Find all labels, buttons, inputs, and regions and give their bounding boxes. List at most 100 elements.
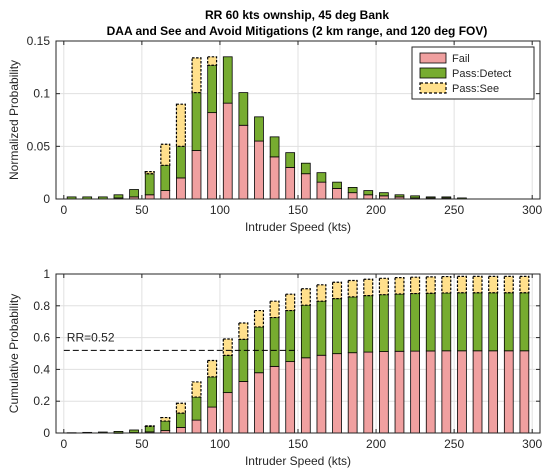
bar-pass-detect — [472, 292, 483, 352]
bar-fail — [207, 406, 217, 434]
bar-pass-detect — [379, 294, 389, 352]
bar-pass-see — [472, 275, 483, 294]
normalized-probability-chart: 0 50 100 150 200 250 300 0 0.05 0.1 0.15 Intruder S… — [7, 34, 543, 234]
cumulative-probability-chart: RR=0.52 0 50 100 150 200 250 300 0 0.2 0.4 0.6 0.8 1 I… — [7, 267, 543, 468]
bar-fail — [457, 350, 467, 434]
bar-pass-detect — [332, 298, 342, 355]
legend-label: Fail — [452, 53, 470, 65]
bar-pass-see — [410, 276, 421, 295]
x-axis-label: Intruder Speed (kts) — [245, 454, 351, 468]
bar-pass-see — [144, 425, 155, 427]
bar-pass-detect — [129, 189, 139, 198]
bar-pass-see — [488, 275, 499, 294]
y-axis-label: Normalized Probability — [7, 60, 21, 180]
y-axis-label: Cumulative Probability — [7, 294, 21, 413]
bar-pass-detect — [176, 145, 186, 179]
bar-pass-detect — [207, 376, 217, 408]
x-tick-label: 150 — [288, 437, 308, 451]
y-tick-label: 0.2 — [33, 394, 50, 408]
y-tick-label: 0 — [43, 192, 50, 206]
bar-pass-detect — [519, 292, 530, 352]
bar-pass-see — [347, 279, 358, 298]
bar-fail — [410, 350, 420, 434]
bar-pass-detect — [113, 194, 124, 199]
bar-fail — [285, 166, 296, 200]
bar-pass-detect — [332, 181, 342, 189]
bar-fail — [144, 194, 155, 200]
bar-pass-detect — [285, 152, 296, 168]
bar-fail — [222, 102, 233, 200]
x-tick-label: 50 — [135, 437, 149, 451]
bar-pass-detect — [347, 296, 358, 354]
bar-fail — [300, 173, 311, 200]
bar-fail — [441, 350, 452, 434]
bar-pass-see — [175, 103, 186, 147]
bar-fail — [316, 354, 327, 434]
bar-pass-detect — [160, 164, 171, 191]
bar-pass-detect — [160, 420, 171, 432]
bar-fail — [347, 192, 358, 200]
bar-pass-see — [175, 402, 186, 414]
x-tick-label: 200 — [366, 203, 386, 217]
bar-pass-detect — [441, 196, 452, 199]
bar-pass-detect — [238, 92, 249, 126]
bar-pass-detect — [144, 425, 155, 433]
bar-pass-see — [331, 281, 343, 300]
bar-pass-detect — [363, 295, 374, 353]
bar-fail — [285, 361, 296, 434]
legend-swatch-pass-see — [419, 82, 447, 94]
bar-fail — [472, 350, 483, 434]
bar-pass-see — [207, 56, 218, 66]
x-tick-label: 150 — [288, 203, 308, 217]
bar-pass-detect — [441, 292, 452, 352]
bar-fail — [519, 350, 530, 434]
legend-label: Pass:See — [452, 83, 499, 95]
bar-fail — [425, 350, 436, 434]
y-tick-label: 0.6 — [33, 331, 50, 345]
bar-fail — [238, 124, 249, 200]
bar-pass-detect — [410, 195, 420, 199]
figure-title-line1: RR 60 kts ownship, 45 deg Bank — [205, 8, 389, 22]
bar-pass-detect — [285, 310, 296, 363]
bar-pass-detect — [488, 292, 499, 352]
x-tick-label: 100 — [210, 203, 230, 217]
bar-pass-detect — [503, 292, 514, 352]
bar-pass-detect — [316, 300, 327, 356]
bar-fail — [379, 351, 389, 434]
bar-pass-see — [160, 416, 171, 422]
bar-pass-detect — [176, 412, 186, 428]
bar-fail — [254, 140, 264, 200]
bar-pass-detect — [363, 190, 374, 196]
x-tick-label: 0 — [60, 437, 67, 451]
bar-pass-see — [222, 338, 233, 357]
y-tick-label: 0.05 — [27, 139, 51, 153]
bar-pass-detect — [394, 293, 405, 352]
x-tick-label: 0 — [60, 203, 67, 217]
bar-fail — [316, 181, 327, 200]
bar-fail — [238, 381, 249, 434]
bar-fail — [191, 419, 202, 434]
bar-fail — [503, 350, 514, 434]
y-tick-label: 0.1 — [33, 87, 50, 101]
y-tick-label: 0.8 — [33, 299, 50, 313]
bar-fail — [207, 112, 217, 200]
bar-fail — [347, 352, 358, 434]
bar-pass-detect — [254, 116, 264, 142]
bar-pass-see — [394, 277, 405, 295]
x-tick-label: 300 — [522, 203, 542, 217]
bar-fail — [394, 350, 405, 434]
bar-pass-detect — [222, 355, 233, 394]
bar-pass-detect — [300, 162, 311, 175]
legend-swatch-pass-detect — [419, 67, 447, 79]
bar-pass-detect — [269, 136, 280, 158]
bar-pass-detect — [207, 64, 217, 114]
bar-pass-detect — [300, 304, 311, 359]
bar-pass-see — [363, 278, 374, 297]
bar-fail — [269, 156, 280, 200]
bar-pass-detect — [394, 194, 405, 198]
figure-title-line2: DAA and See and Avoid Mitigations (2 km … — [107, 24, 488, 38]
x-tick-label: 250 — [444, 437, 464, 451]
bar-pass-see — [191, 57, 202, 94]
bar-pass-detect — [410, 293, 420, 352]
